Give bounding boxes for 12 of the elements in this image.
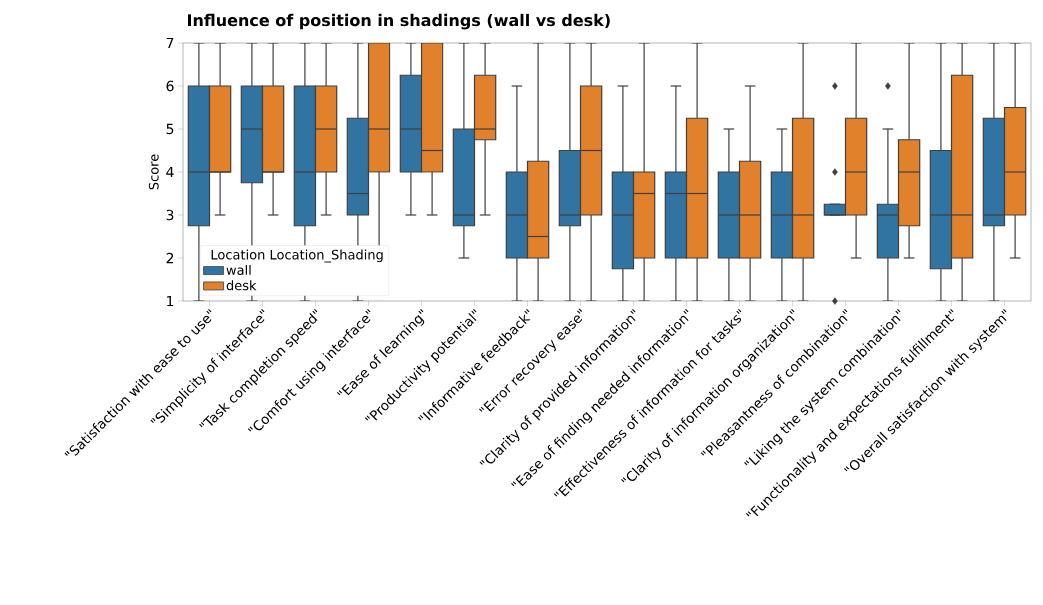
chart-title: Influence of position in shadings (wall vs desk) bbox=[188, 13, 610, 30]
y-tick-label: 3 bbox=[166, 209, 174, 221]
y-tick-label: 1 bbox=[167, 295, 174, 307]
y-tick-label: 2 bbox=[166, 252, 174, 264]
legend-label: desk bbox=[226, 280, 257, 291]
y-axis-title: Score bbox=[148, 154, 159, 190]
y-tick-label: 4 bbox=[166, 166, 174, 178]
y-tick-label: 6 bbox=[166, 80, 174, 92]
y-tick-label: 7 bbox=[166, 37, 174, 49]
legend-title: Location Location_Shading bbox=[211, 249, 383, 263]
legend-label: wall bbox=[226, 264, 251, 275]
y-tick-label: 5 bbox=[166, 123, 174, 135]
